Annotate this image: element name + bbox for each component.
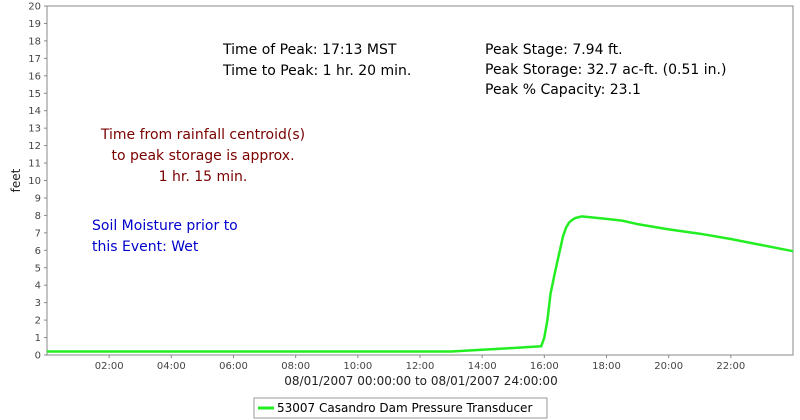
y-tick-label: 6 [35, 246, 41, 257]
x-tick-label: 16:00 [530, 361, 559, 372]
series-layer [47, 215, 794, 353]
x-axis: 02:00 04:00 06:00 08:00 10:00 12:00 14:00 16:00… [95, 355, 745, 372]
legend: 53007 Casandro Dam Pressure Transducer [253, 397, 548, 419]
x-tick-label: 12:00 [406, 361, 435, 372]
y-tick-label: 2 [35, 316, 41, 327]
x-tick-label: 14:00 [468, 361, 497, 372]
annotation-peak_stats-line: Peak % Capacity: 23.1 [485, 82, 641, 98]
plot-area [46, 5, 794, 356]
annotation-centroid-line: 1 hr. 15 min. [159, 169, 248, 185]
x-tick-label: 18:00 [592, 361, 621, 372]
y-tick-label: 16 [28, 71, 41, 82]
y-tick-label: 7 [35, 228, 41, 239]
annotation-soil-line: this Event: Wet [92, 239, 199, 255]
y-tick-label: 5 [35, 263, 41, 274]
x-axis-label: 08/01/2007 00:00:00 to 08/01/2007 24:00:… [284, 374, 557, 388]
y-tick-label: 8 [35, 211, 41, 222]
annotation-peak_time-line: Time of Peak: 17:13 MST [222, 42, 397, 58]
x-tick-label: 06:00 [219, 361, 248, 372]
annotation-soil-line: Soil Moisture prior to [92, 218, 238, 234]
y-tick-label: 12 [28, 141, 41, 152]
y-tick-label: 14 [28, 106, 41, 117]
y-tick-label: 18 [28, 36, 41, 47]
x-tick-label: 04:00 [157, 361, 186, 372]
x-tick-label: 22:00 [716, 361, 745, 372]
y-tick-label: 0 [35, 351, 41, 362]
y-tick-label: 4 [35, 281, 41, 292]
y-tick-label: 3 [35, 298, 41, 309]
y-tick-label: 20 [28, 2, 41, 13]
y-tick-label: 10 [28, 176, 41, 187]
legend-box [253, 397, 548, 419]
y-tick-label: 17 [28, 54, 41, 65]
y-tick-label: 13 [28, 124, 41, 135]
y-axis-label: feet [9, 168, 23, 192]
series-line-0 [47, 215, 794, 353]
y-tick-label: 11 [28, 159, 41, 170]
annotation-peak_stats-line: Peak Stage: 7.94 ft. [485, 42, 623, 58]
y-tick-label: 19 [28, 19, 41, 30]
y-tick-label: 9 [35, 193, 41, 204]
x-tick-label: 02:00 [95, 361, 124, 372]
annotations: Time of Peak: 17:13 MST Time to Peak: 1 h… [92, 42, 726, 255]
x-tick-label: 08:00 [281, 361, 310, 372]
annotation-centroid-line: to peak storage is approx. [111, 148, 294, 164]
x-tick-label: 10:00 [343, 361, 372, 372]
annotation-peak_time-line: Time to Peak: 1 hr. 20 min. [222, 63, 411, 79]
legend-entry-label: 53007 Casandro Dam Pressure Transducer [277, 401, 532, 415]
y-tick-label: 15 [28, 89, 41, 100]
annotation-centroid-line: Time from rainfall centroid(s) [100, 127, 305, 143]
y-tick-label: 1 [35, 333, 41, 344]
x-tick-label: 20:00 [654, 361, 683, 372]
annotation-peak_stats-line: Peak Storage: 32.7 ac-ft. (0.51 in.) [485, 62, 726, 78]
